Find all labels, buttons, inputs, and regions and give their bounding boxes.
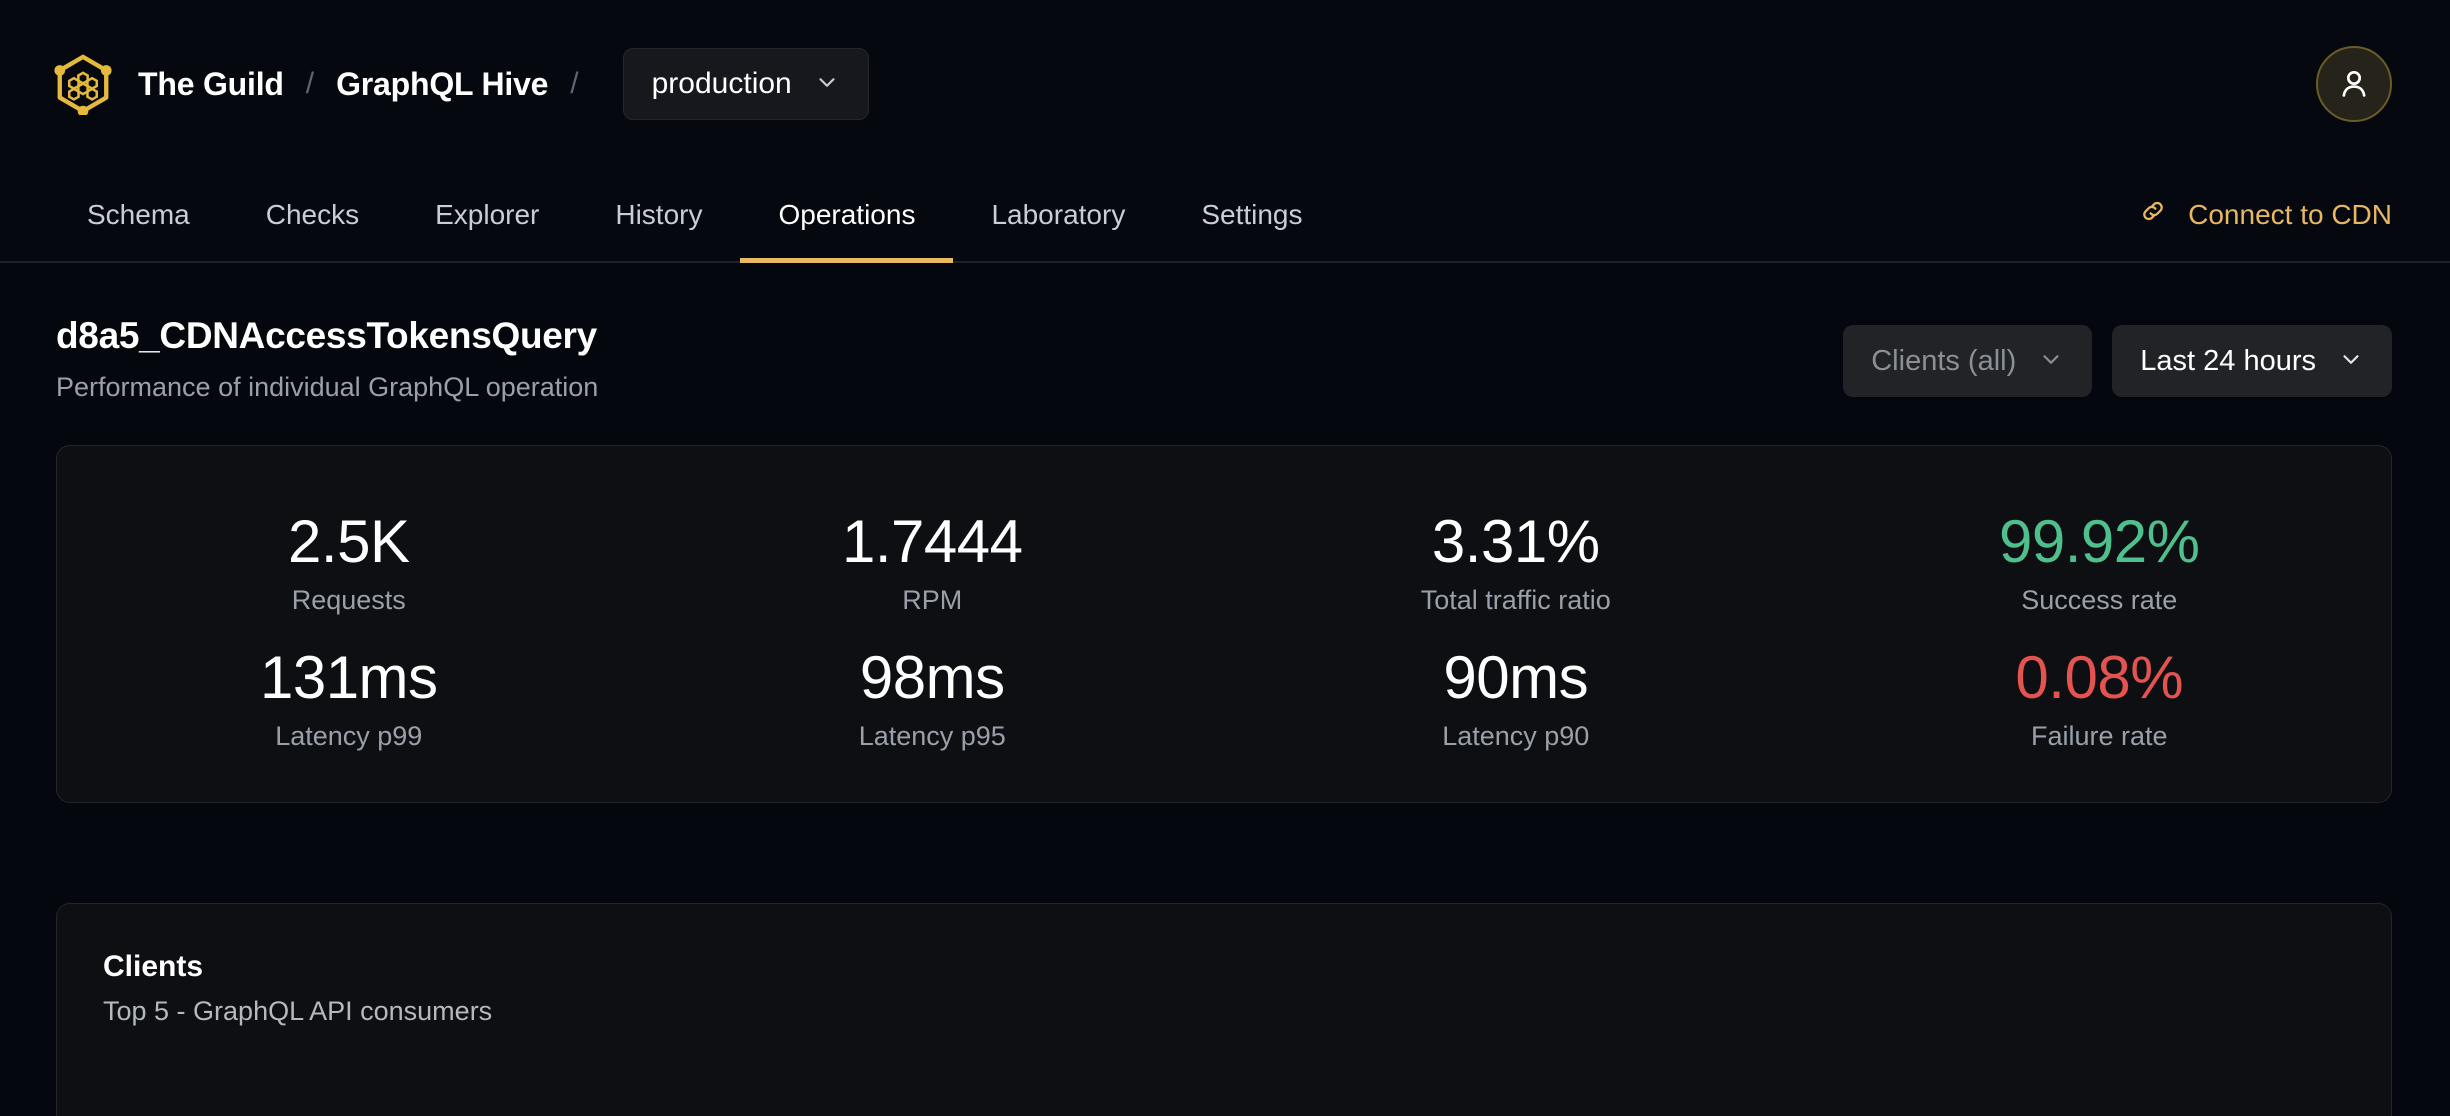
stat-value: 3.31% bbox=[1431, 507, 1600, 575]
page-subtitle: Performance of individual GraphQL operat… bbox=[56, 371, 599, 402]
stat-label: Total traffic ratio bbox=[1420, 584, 1611, 615]
page-title: d8a5_CDNAccessTokensQuery bbox=[56, 315, 597, 356]
stats-row-primary: 2.5K Requests 1.7444 RPM 3.31% Total tra… bbox=[57, 492, 2391, 628]
stat-label: Requests bbox=[291, 584, 406, 615]
stat-value: 98ms bbox=[859, 643, 1005, 711]
breadcrumb: The Guild / GraphQL Hive / production bbox=[50, 48, 869, 120]
stat-value: 1.7444 bbox=[841, 507, 1023, 575]
breadcrumb-separator: / bbox=[570, 67, 579, 100]
tab-label: Schema bbox=[87, 198, 190, 230]
tab-schema[interactable]: Schema bbox=[50, 168, 228, 261]
tab-settings[interactable]: Settings bbox=[1163, 168, 1340, 261]
stat-latency-p90: 90ms Latency p90 bbox=[1224, 628, 1808, 764]
stat-label: Latency p95 bbox=[858, 720, 1006, 751]
chevron-down-icon bbox=[2338, 346, 2364, 377]
stat-latency-p99: 131ms Latency p99 bbox=[57, 628, 641, 764]
link-chain-icon bbox=[2138, 196, 2168, 233]
breadcrumb-separator: / bbox=[305, 67, 315, 100]
tab-history[interactable]: History bbox=[577, 168, 740, 261]
stat-failure-rate: 0.08% Failure rate bbox=[1808, 628, 2392, 764]
environment-select-value: production bbox=[651, 67, 792, 100]
filter-controls: Clients (all) Last 24 hours bbox=[1843, 315, 2392, 397]
breadcrumb-item-organization[interactable]: The Guild bbox=[138, 65, 284, 102]
chevron-down-icon bbox=[2038, 346, 2064, 377]
connect-to-cdn-label: Connect to CDN bbox=[2188, 198, 2392, 230]
tab-explorer[interactable]: Explorer bbox=[397, 168, 577, 261]
user-avatar-icon bbox=[2342, 70, 2366, 97]
page-content: d8a5_CDNAccessTokensQuery Performance of… bbox=[0, 263, 2450, 1116]
tab-checks[interactable]: Checks bbox=[228, 168, 397, 261]
tab-label: Checks bbox=[265, 198, 360, 230]
stat-label: Latency p90 bbox=[1442, 720, 1590, 751]
stat-success-rate: 99.92% Success rate bbox=[1808, 492, 2392, 628]
stat-label: Failure rate bbox=[2030, 720, 2168, 751]
nav-tabs: Schema Checks Explorer History Operation… bbox=[50, 168, 1341, 263]
main-navigation: Schema Checks Explorer History Operation… bbox=[0, 168, 2450, 263]
app-header: The Guild / GraphQL Hive / production bbox=[0, 0, 2450, 168]
clients-filter-value: Clients (all) bbox=[1871, 344, 2017, 377]
stat-total-traffic-ratio: 3.31% Total traffic ratio bbox=[1224, 492, 1808, 628]
stat-value: 99.92% bbox=[1999, 507, 2200, 575]
stat-rpm: 1.7444 RPM bbox=[641, 492, 1225, 628]
stat-label: Latency p99 bbox=[275, 720, 423, 751]
tab-label: Settings bbox=[1201, 198, 1303, 230]
tab-laboratory[interactable]: Laboratory bbox=[953, 168, 1163, 261]
stats-row-secondary: 131ms Latency p99 98ms Latency p95 90ms … bbox=[57, 628, 2391, 764]
stat-value: 90ms bbox=[1443, 643, 1589, 711]
connect-to-cdn-link[interactable]: Connect to CDN bbox=[2138, 168, 2392, 261]
clients-chart bbox=[103, 1079, 2345, 1116]
page-title-block: d8a5_CDNAccessTokensQuery Performance of… bbox=[56, 315, 598, 403]
tab-operations[interactable]: Operations bbox=[740, 168, 954, 263]
time-range-select[interactable]: Last 24 hours bbox=[2112, 325, 2392, 397]
clients-title: Clients bbox=[103, 949, 204, 983]
page-header: d8a5_CDNAccessTokensQuery Performance of… bbox=[56, 263, 2392, 403]
hive-hexagon-logo-icon[interactable] bbox=[50, 51, 116, 117]
stat-latency-p95: 98ms Latency p95 bbox=[641, 628, 1225, 764]
tab-label: History bbox=[615, 198, 703, 230]
tab-label: Operations bbox=[778, 198, 916, 230]
tab-label: Laboratory bbox=[991, 198, 1126, 230]
breadcrumb-item-project[interactable]: GraphQL Hive bbox=[336, 65, 549, 102]
stat-value: 131ms bbox=[259, 643, 438, 711]
avatar[interactable] bbox=[2316, 46, 2392, 122]
stat-requests: 2.5K Requests bbox=[57, 492, 641, 628]
chevron-down-icon bbox=[814, 69, 840, 100]
performance-stats-card: 2.5K Requests 1.7444 RPM 3.31% Total tra… bbox=[56, 444, 2392, 803]
stat-label: RPM bbox=[902, 584, 963, 615]
clients-subtitle: Top 5 - GraphQL API consumers bbox=[103, 995, 493, 1026]
clients-card: Clients Top 5 - GraphQL API consumers bbox=[56, 902, 2392, 1116]
environment-select[interactable]: production bbox=[622, 48, 869, 120]
stat-value: 0.08% bbox=[2015, 643, 2184, 711]
stat-label: Success rate bbox=[2021, 584, 2178, 615]
tab-label: Explorer bbox=[435, 198, 540, 230]
time-range-value: Last 24 hours bbox=[2140, 344, 2316, 377]
clients-filter-select[interactable]: Clients (all) bbox=[1843, 325, 2093, 397]
stat-value: 2.5K bbox=[288, 507, 410, 575]
